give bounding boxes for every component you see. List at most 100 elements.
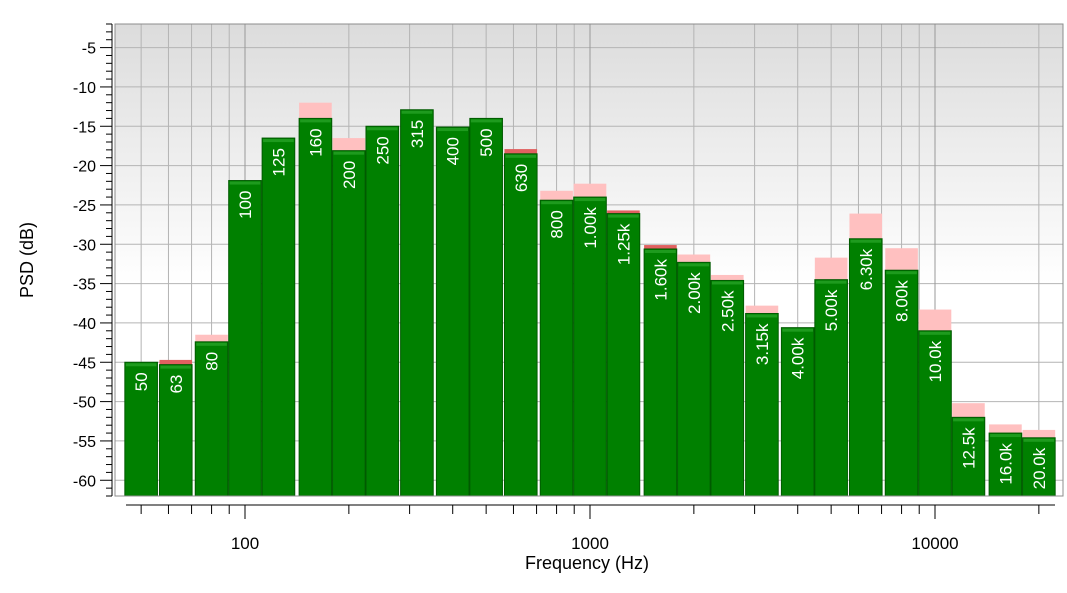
spectrum-bar [435,126,470,497]
peak-hold-bar [989,424,1022,434]
spectrum-bar [988,432,1023,497]
spectrum-bar [332,150,366,497]
spectrum-bar-cap [608,214,639,218]
spectrum-bar-cap [815,280,847,284]
spectrum-bar-cap [125,363,157,367]
peak-hold-bar [677,254,711,263]
spectrum-bar [228,180,262,497]
spectrum-bars [124,109,1056,497]
band-label: 800 [548,210,567,238]
band-label: 100 [236,191,255,219]
spectrum-bar-cap [470,119,502,123]
y-tick-label: -45 [73,355,96,372]
y-tick-label: -30 [73,237,96,254]
peak-hold-bar [814,257,848,280]
band-label: 630 [512,164,531,192]
spectrum-bar [539,199,574,497]
peak-hold-bar [607,210,640,214]
x-tick-label: 10000 [911,534,958,553]
spectrum-bar [400,109,434,497]
band-label: 1.60k [651,258,670,300]
band-label: 200 [340,161,359,189]
band-label: 63 [167,375,186,394]
band-label: 1.25k [614,223,633,265]
spectrum-bar-cap [229,181,261,185]
y-axis-label: PSD (dB) [17,222,37,298]
x-tick-label: 1000 [571,534,609,553]
peak-hold-bar [849,213,883,239]
peak-hold-bar [745,305,779,314]
peak-hold-bar [540,190,573,201]
band-label: 12.5k [959,427,978,469]
peak-hold-bar [195,334,228,342]
band-label: 1.00k [581,207,600,249]
x-axis: 100 1000 10000 [126,504,1055,553]
spectrum-bar-cap [886,271,917,275]
spectrum-bar-cap [746,314,778,318]
spectrum-bar-cap [505,154,537,158]
peak-hold-bar [1022,429,1056,438]
spectrum-bar [194,341,229,497]
band-label: 315 [408,120,427,148]
spectrum-bar [780,327,815,497]
peak-hold-bar [332,138,366,151]
spectrum-bar-cap [782,328,814,332]
spectrum-bar [469,117,503,497]
spectrum-bar [677,261,711,497]
spectrum-bar [261,137,296,497]
y-tick-label: -10 [73,80,96,97]
spectrum-bar-cap [401,110,433,114]
peak-hold-bar [710,274,744,281]
band-labels: 50 63 80 100 125 160 200 250 315 400 500 630 800 1.00… [132,120,1049,490]
spectrum-bar-cap [678,263,710,267]
spectrum-bar-cap [850,239,882,243]
spectrum-bar [884,269,919,497]
band-label: 8.00k [893,280,912,322]
peak-hold-bar [918,309,952,331]
peak-hold-bar [885,248,918,271]
spectrum-bar [298,117,333,497]
band-label: 20.0k [1030,447,1049,489]
band-label: 50 [132,372,151,391]
band-label: 125 [269,148,288,176]
y-axis: -5 -10 -15 -20 -25 -30 -35 -40 -45 -50 -55 -60 [73,23,113,497]
spectrum-bar [606,213,641,497]
y-tick-label: -60 [73,473,96,490]
band-label: 5.00k [822,289,841,331]
spectrum-bar [814,279,848,497]
band-label: 80 [203,352,222,371]
band-label: 3.15k [753,323,772,365]
y-tick-label: -20 [73,159,96,176]
spectrum-bar-cap [574,198,606,202]
peak-hold-bar [504,149,538,154]
peak-hold-bars [159,102,1056,438]
spectrum-bar-cap [711,281,743,285]
spectrum-bar [503,153,538,497]
spectrum-bar-cap [645,249,676,253]
band-label: 250 [373,136,392,164]
band-label: 16.0k [996,443,1015,485]
spectrum-bar [951,416,986,497]
spectrum-bar-cap [300,119,331,123]
y-tick-label: -15 [73,119,96,136]
spectrum-bar [848,238,883,497]
peak-hold-bar [299,102,332,119]
band-label: 2.50k [718,290,737,332]
spectrum-bar-cap [263,139,294,143]
spectrum-bar-cap [990,434,1021,438]
y-tick-label: -40 [73,316,96,333]
peak-hold-bar [159,359,193,365]
band-label: 6.30k [857,248,876,290]
spectrum-bar-cap [919,331,951,335]
spectrum-bar [1022,437,1056,497]
spectrum-bar [745,312,779,497]
y-tick-label: -25 [73,198,96,215]
spectrum-bar-cap [160,365,192,369]
spectrum-bar [158,364,193,497]
x-tick-label: 100 [231,534,259,553]
y-tick-label: -35 [73,277,96,294]
plot-frame [114,23,1064,497]
spectrum-bar-cap [366,127,398,131]
